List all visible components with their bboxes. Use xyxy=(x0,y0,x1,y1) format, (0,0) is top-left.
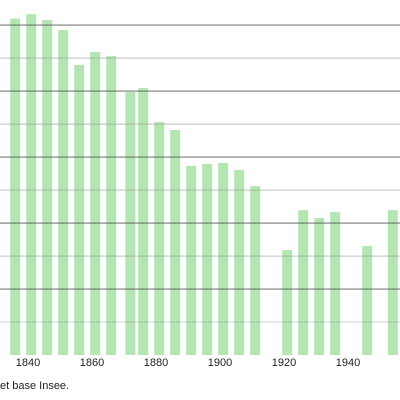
bar xyxy=(330,212,341,355)
bar xyxy=(362,246,373,355)
bar xyxy=(106,56,117,355)
x-tick-label: 1840 xyxy=(16,357,40,369)
caption: et base Insee. xyxy=(0,380,69,392)
bar xyxy=(298,210,309,355)
x-tick-label: 1920 xyxy=(272,357,296,369)
x-tick-label: 1860 xyxy=(80,357,104,369)
bar xyxy=(138,88,149,355)
bar xyxy=(234,169,245,355)
bar xyxy=(218,162,229,355)
x-tick-label: 1900 xyxy=(208,357,232,369)
x-tick-label: 1940 xyxy=(336,357,360,369)
bar xyxy=(42,20,53,356)
bar xyxy=(125,92,136,355)
bar xyxy=(170,129,181,355)
bar xyxy=(250,186,261,355)
bar xyxy=(90,52,101,355)
bar xyxy=(387,210,398,355)
bar xyxy=(26,14,37,356)
bar xyxy=(154,122,165,355)
bar xyxy=(282,250,293,355)
bar xyxy=(202,163,213,355)
bar xyxy=(58,30,69,356)
bar xyxy=(74,64,85,355)
bar xyxy=(10,18,21,356)
x-tick-label: 1880 xyxy=(144,357,168,369)
bar xyxy=(314,218,325,355)
bar xyxy=(186,165,197,355)
